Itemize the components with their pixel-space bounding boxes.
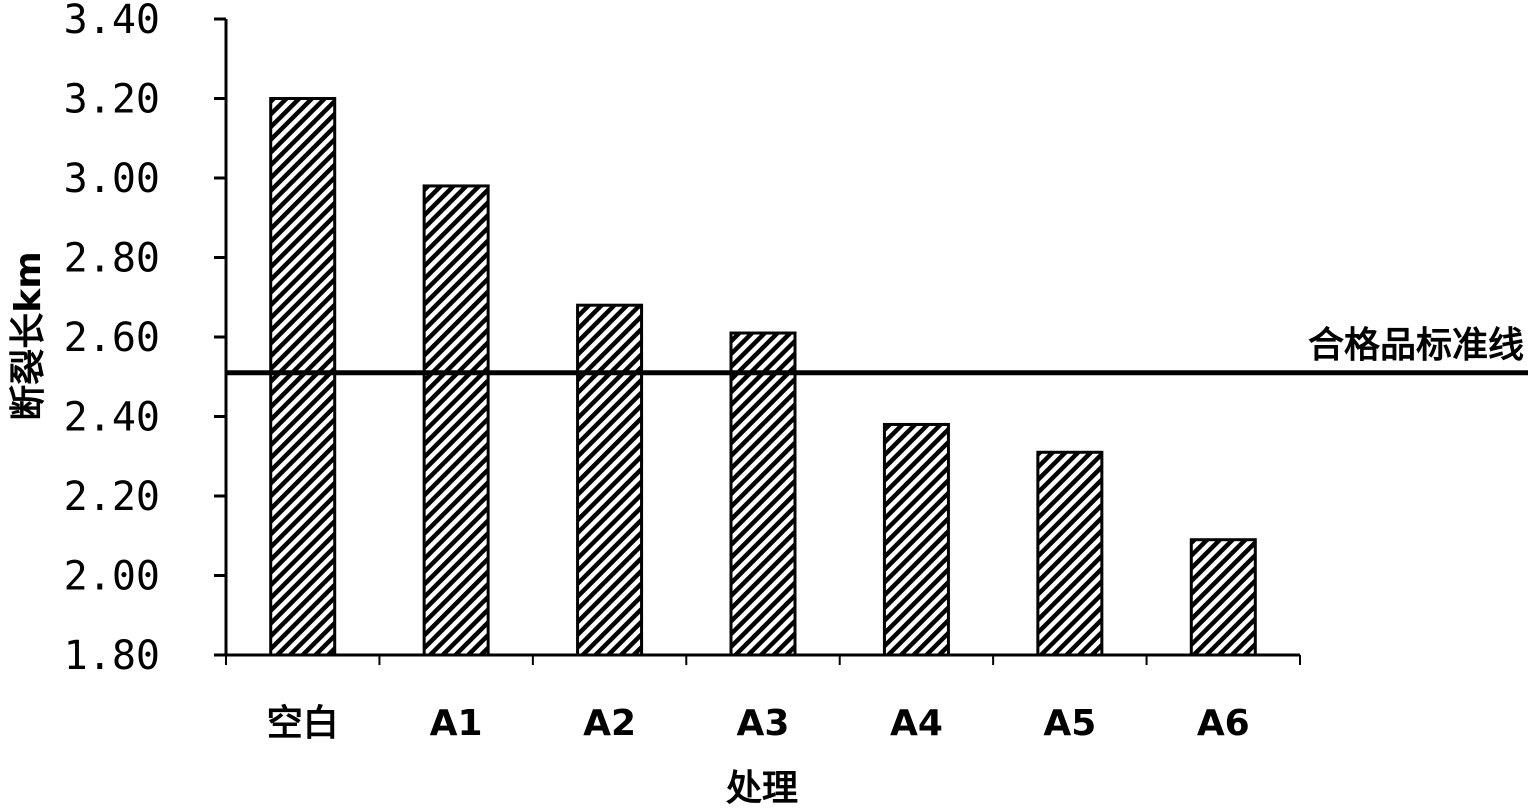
- axes: [224, 19, 1301, 665]
- x-tick-label: A4: [890, 703, 943, 744]
- x-tick-label: A6: [1197, 703, 1250, 744]
- y-tick-label: 2.40: [64, 395, 160, 441]
- bar-5: [882, 422, 950, 657]
- bar-7: [1189, 538, 1257, 657]
- x-tick-label: A3: [737, 703, 790, 744]
- bars: [269, 97, 1257, 657]
- bar-2: [422, 184, 490, 657]
- x-tick-label: 空白: [267, 703, 339, 744]
- reference-line-label: 合格品标准线: [1308, 325, 1524, 366]
- x-tick-label: A5: [1043, 703, 1096, 744]
- y-tick-label: 3.40: [64, 0, 160, 43]
- bar-3: [576, 303, 644, 657]
- y-tick-label: 2.20: [64, 474, 160, 520]
- bar-1: [269, 97, 337, 657]
- y-tick-label: 1.80: [64, 633, 160, 679]
- bar-6: [1036, 450, 1104, 657]
- bar-4: [729, 331, 797, 657]
- y-tick-label: 2.80: [64, 236, 160, 282]
- x-tick-label: A1: [430, 703, 483, 744]
- y-axis-ticks: 1.80 2.00 2.20 2.40 2.60 2.80 3.00 3.20 3.40: [64, 0, 226, 679]
- y-tick-label: 2.60: [64, 315, 160, 361]
- x-tick-label: A2: [583, 703, 636, 744]
- y-tick-label: 3.00: [64, 156, 160, 202]
- y-axis-title: 断裂长km: [8, 251, 49, 420]
- y-tick-label: 2.00: [64, 554, 160, 600]
- y-tick-label: 3.20: [64, 77, 160, 123]
- x-axis-labels: 空白 A1 A2 A3 A4 A5 A6: [267, 703, 1250, 744]
- reference-line-group: 合格品标准线: [226, 325, 1528, 376]
- x-axis-title: 处理: [726, 768, 798, 809]
